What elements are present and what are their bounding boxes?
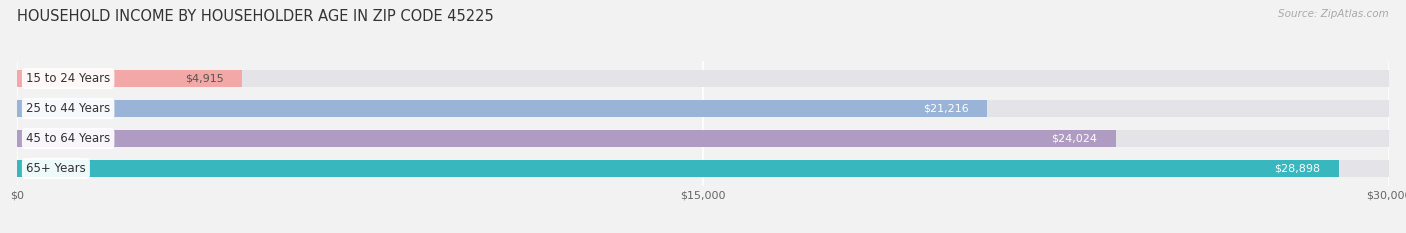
Text: $4,915: $4,915 [184,74,224,84]
Bar [17,160,1389,177]
Text: 45 to 64 Years: 45 to 64 Years [27,132,110,145]
Bar [17,70,242,87]
Bar [17,130,1389,147]
Text: HOUSEHOLD INCOME BY HOUSEHOLDER AGE IN ZIP CODE 45225: HOUSEHOLD INCOME BY HOUSEHOLDER AGE IN Z… [17,9,494,24]
Text: $24,024: $24,024 [1052,134,1098,144]
Text: $28,898: $28,898 [1274,163,1320,173]
Bar [17,130,1116,147]
Bar [17,70,1389,87]
Text: 25 to 44 Years: 25 to 44 Years [27,102,110,115]
Bar [17,100,987,117]
Bar [17,160,1339,177]
Text: 15 to 24 Years: 15 to 24 Years [27,72,110,85]
Text: Source: ZipAtlas.com: Source: ZipAtlas.com [1278,9,1389,19]
Bar [17,100,1389,117]
Text: 65+ Years: 65+ Years [27,162,86,175]
Text: $21,216: $21,216 [924,103,969,113]
